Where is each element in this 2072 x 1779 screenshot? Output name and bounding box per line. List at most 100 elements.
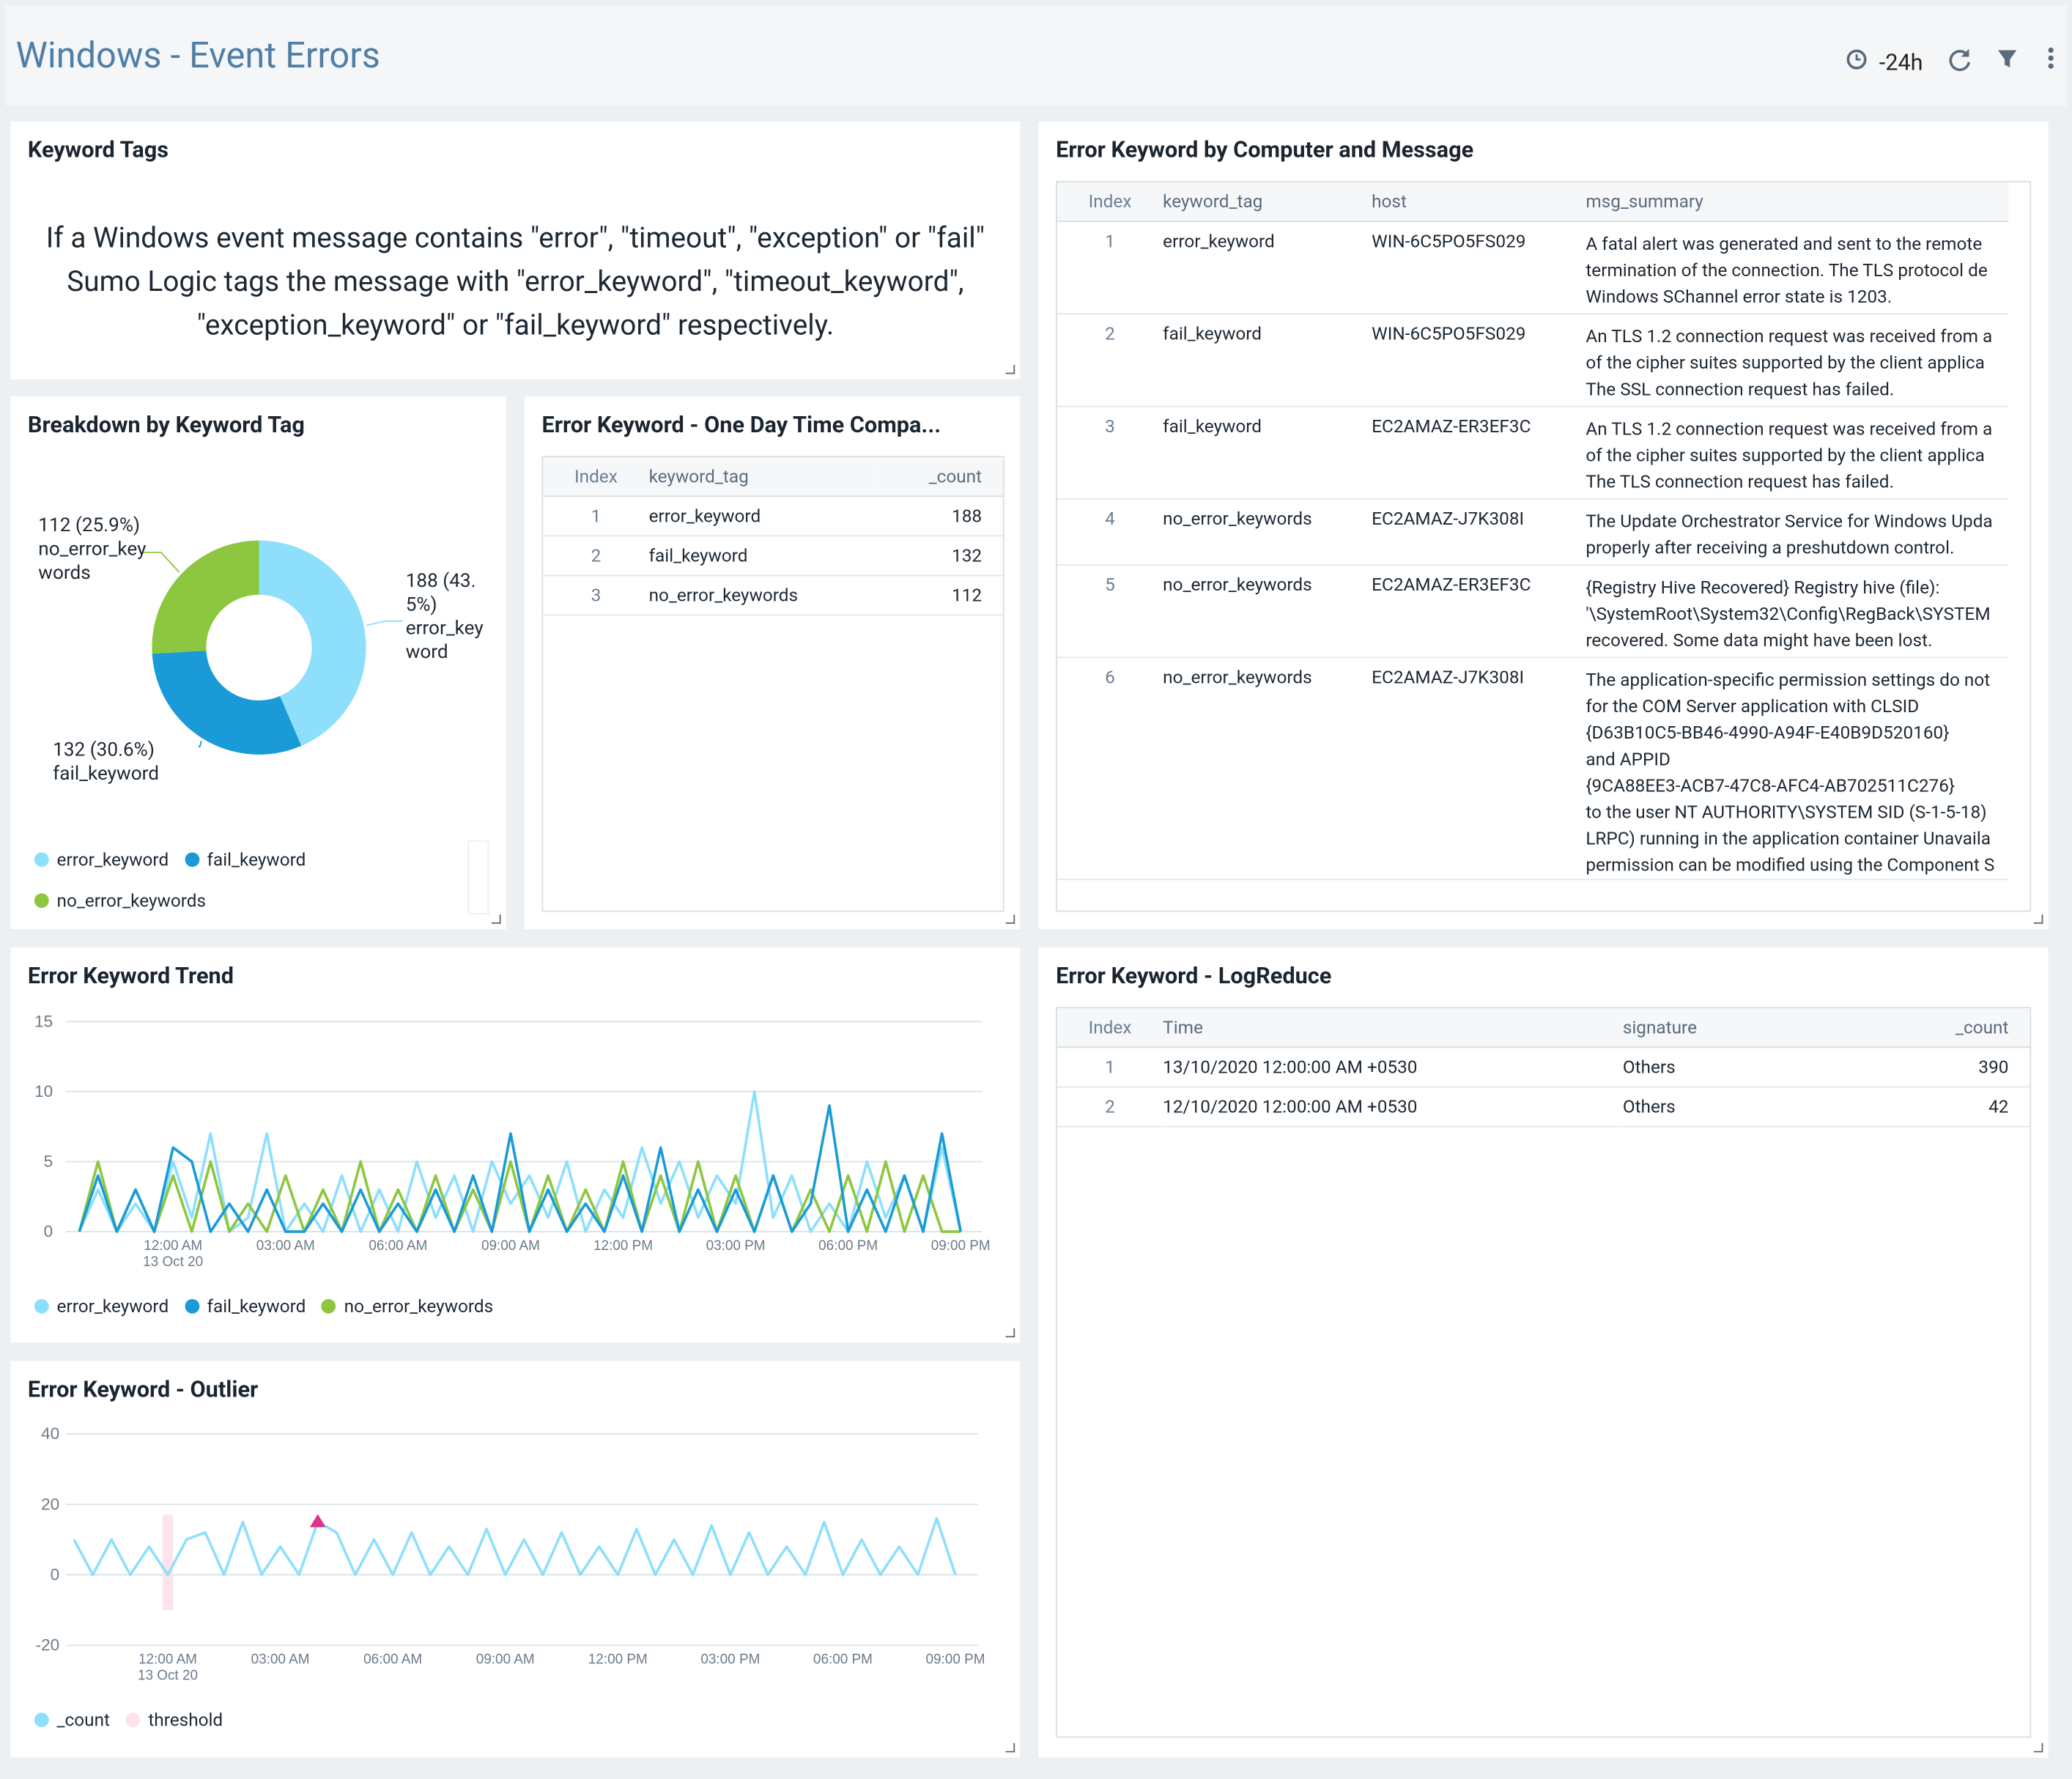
table-cell: 6 [1057, 657, 1163, 881]
legend-swatch [125, 1712, 141, 1728]
legend-swatch [34, 1298, 49, 1314]
filter-icon[interactable] [1995, 46, 2021, 73]
table-cell: EC2AMAZ-ER3EF3C [1372, 565, 1586, 659]
cell-line: of the cipher suites supported by the cl… [1586, 445, 1985, 467]
table-cell: 12/10/2020 12:00:00 AM +0530 [1163, 1087, 1623, 1128]
resize-handle[interactable] [491, 914, 501, 924]
table-cell: no_error_keywords [1163, 498, 1372, 566]
table-cell: no_error_keywords [1163, 565, 1372, 659]
column-header: Time [1163, 1008, 1623, 1048]
column-header: Index [1057, 182, 1163, 222]
table-cell: 132 [873, 536, 1003, 577]
pie-panel: Breakdown by Keyword Tag error_keyword fa… [10, 396, 506, 929]
table-row: 2 fail_keyword 132 [543, 536, 1003, 577]
category-label: no_error_keywords [38, 538, 147, 585]
cell-line: Windows SChannel error state is 1203. [1586, 286, 1892, 308]
column-header: signature [1622, 1008, 1887, 1048]
cell-line: and APPID [1586, 749, 1671, 771]
legend-label: error_keyword [56, 1295, 169, 1317]
clock-icon[interactable] [1846, 48, 1873, 74]
cell-line: The Update Orchestrator Service for Wind… [1586, 511, 1993, 533]
table-row: 3 fail_keyword EC2AMAZ-ER3EF3C An TLS 1.2 c… [1057, 406, 2009, 500]
legend-item: no_error_keywords [34, 880, 206, 921]
table-cell: {Registry Hive Recovered} Registry hive … [1586, 565, 2009, 659]
table-cell: WIN-6C5PO5FS029 [1372, 314, 1586, 407]
table-cell: 188 [873, 496, 1003, 537]
cell-line: An TLS 1.2 connection request was receiv… [1586, 418, 1993, 440]
table-cell: no_error_keywords [1163, 657, 1372, 881]
resize-handle[interactable] [2033, 1742, 2043, 1753]
resize-handle[interactable] [1005, 914, 1015, 924]
header: Windows - Event Errors -24h [5, 5, 2067, 106]
menu-icon[interactable] [2044, 45, 2057, 74]
category-label: fail_keyword [53, 762, 159, 785]
value-label: 112 (25.9%) [38, 514, 141, 537]
resize-handle[interactable] [1005, 364, 1015, 374]
table-cell: The application-specific permission sett… [1586, 657, 2009, 881]
data-label: 132 (30.6%) fail_keyword [53, 739, 198, 786]
cell-line: '\SystemRoot\System32\Config\RegBack\SYS… [1586, 604, 1991, 626]
cell-line: for the COM Server application with CLSI… [1586, 696, 1920, 718]
table-row: 6 no_error_keywords EC2AMAZ-J7K308I The app… [1057, 657, 2009, 881]
table-cell: 1 [1057, 1047, 1163, 1088]
column-header: Index [1057, 1008, 1163, 1048]
resize-handle[interactable] [2033, 914, 2043, 924]
table-cell: 4 [1057, 498, 1163, 566]
legend-item: fail_keyword [184, 839, 306, 880]
cell-line: {D63B10C5-BB46-4990-A94F-E40B9D520160} [1586, 722, 1950, 744]
table: Index keyword_tag _count 1 error_keyword 188 2… [543, 457, 1003, 616]
resize-handle[interactable] [1005, 1742, 1015, 1753]
panel-title: Error Keyword - One Day Time Compa... [541, 412, 941, 439]
refresh-icon[interactable] [1948, 46, 1975, 73]
legend-item: no_error_keywords [322, 1286, 493, 1327]
data-label: 112 (25.9%) no_error_keywords [38, 514, 147, 585]
cell-line: {Registry Hive Recovered} Registry hive … [1586, 577, 1940, 599]
legend: error_keyword fail_keyword no_error_keywor… [34, 839, 431, 921]
table-cell: 5 [1057, 565, 1163, 659]
legend-swatch [184, 1298, 199, 1314]
column-header: Index [543, 457, 649, 498]
table-row: 1 error_keyword 188 [543, 496, 1003, 537]
one-day-panel: Error Keyword - One Day Time Compa... In… [525, 396, 1021, 929]
legend-item: threshold [125, 1699, 223, 1740]
table-cell: An TLS 1.2 connection request was receiv… [1586, 314, 2009, 407]
cell-line: {9CA88EE3-ACB7-47C8-AFC4-AB702511C276} [1586, 775, 1956, 797]
legend-label: fail_keyword [207, 1295, 306, 1317]
table-cell: fail_keyword [1163, 406, 1372, 500]
table-cell: 13/10/2020 12:00:00 AM +0530 [1163, 1047, 1623, 1088]
panel-title: Breakdown by Keyword Tag [27, 412, 305, 439]
table-cell: 42 [1887, 1087, 2030, 1128]
table-cell: 2 [1057, 1087, 1163, 1128]
table-cell: no_error_keywords [648, 575, 874, 616]
table-row: 4 no_error_keywords EC2AMAZ-J7K308I The Upd… [1057, 498, 2009, 566]
column-header: _count [873, 457, 1003, 498]
legend-swatch [34, 1712, 49, 1728]
legend-swatch [34, 852, 49, 868]
table: Index Time signature _count 1 13/10/2020 12:0… [1057, 1008, 2030, 1128]
table-row: 1 13/10/2020 12:00:00 AM +0530 Others 390 [1057, 1047, 2030, 1088]
panel-text: If a Windows event message contains "err… [45, 222, 985, 343]
cell-line: to the user NT AUTHORITY\SYSTEM SID (S-1… [1586, 802, 1987, 824]
header-row: Index keyword_tag host msg_summary [1057, 182, 2009, 222]
legend: error_keyword fail_keyword no_error_keywor… [34, 1286, 509, 1327]
legend-item: fail_keyword [184, 1286, 306, 1327]
table-cell: EC2AMAZ-ER3EF3C [1372, 406, 1586, 500]
table-box: Index keyword_tag _count 1 error_keyword 188 2… [541, 456, 1004, 912]
legend-label: error_keyword [56, 848, 169, 870]
trend-panel: Error Keyword Trend error_keyword fail_ke… [10, 947, 1021, 1343]
legend-label: threshold [148, 1709, 223, 1731]
table-cell: EC2AMAZ-J7K308I [1372, 498, 1586, 566]
table-cell: 1 [543, 496, 649, 537]
cell-line: termination of the connection. The TLS p… [1586, 260, 1988, 282]
legend-swatch [322, 1298, 336, 1314]
column-header: keyword_tag [648, 457, 874, 498]
time-range[interactable]: -24h [1879, 50, 1923, 77]
table-row: 5 no_error_keywords EC2AMAZ-ER3EF3C {Regist… [1057, 565, 2009, 659]
column-header: host [1372, 182, 1586, 222]
cell-line: properly after receiving a preshutdown c… [1586, 538, 1955, 559]
table-cell: 390 [1887, 1047, 2030, 1088]
table-cell: 3 [543, 575, 649, 616]
resize-handle[interactable] [1005, 1328, 1015, 1338]
table-cell: 2 [543, 536, 649, 577]
data-label: 188 (43.5%) error_keyword [406, 569, 488, 665]
